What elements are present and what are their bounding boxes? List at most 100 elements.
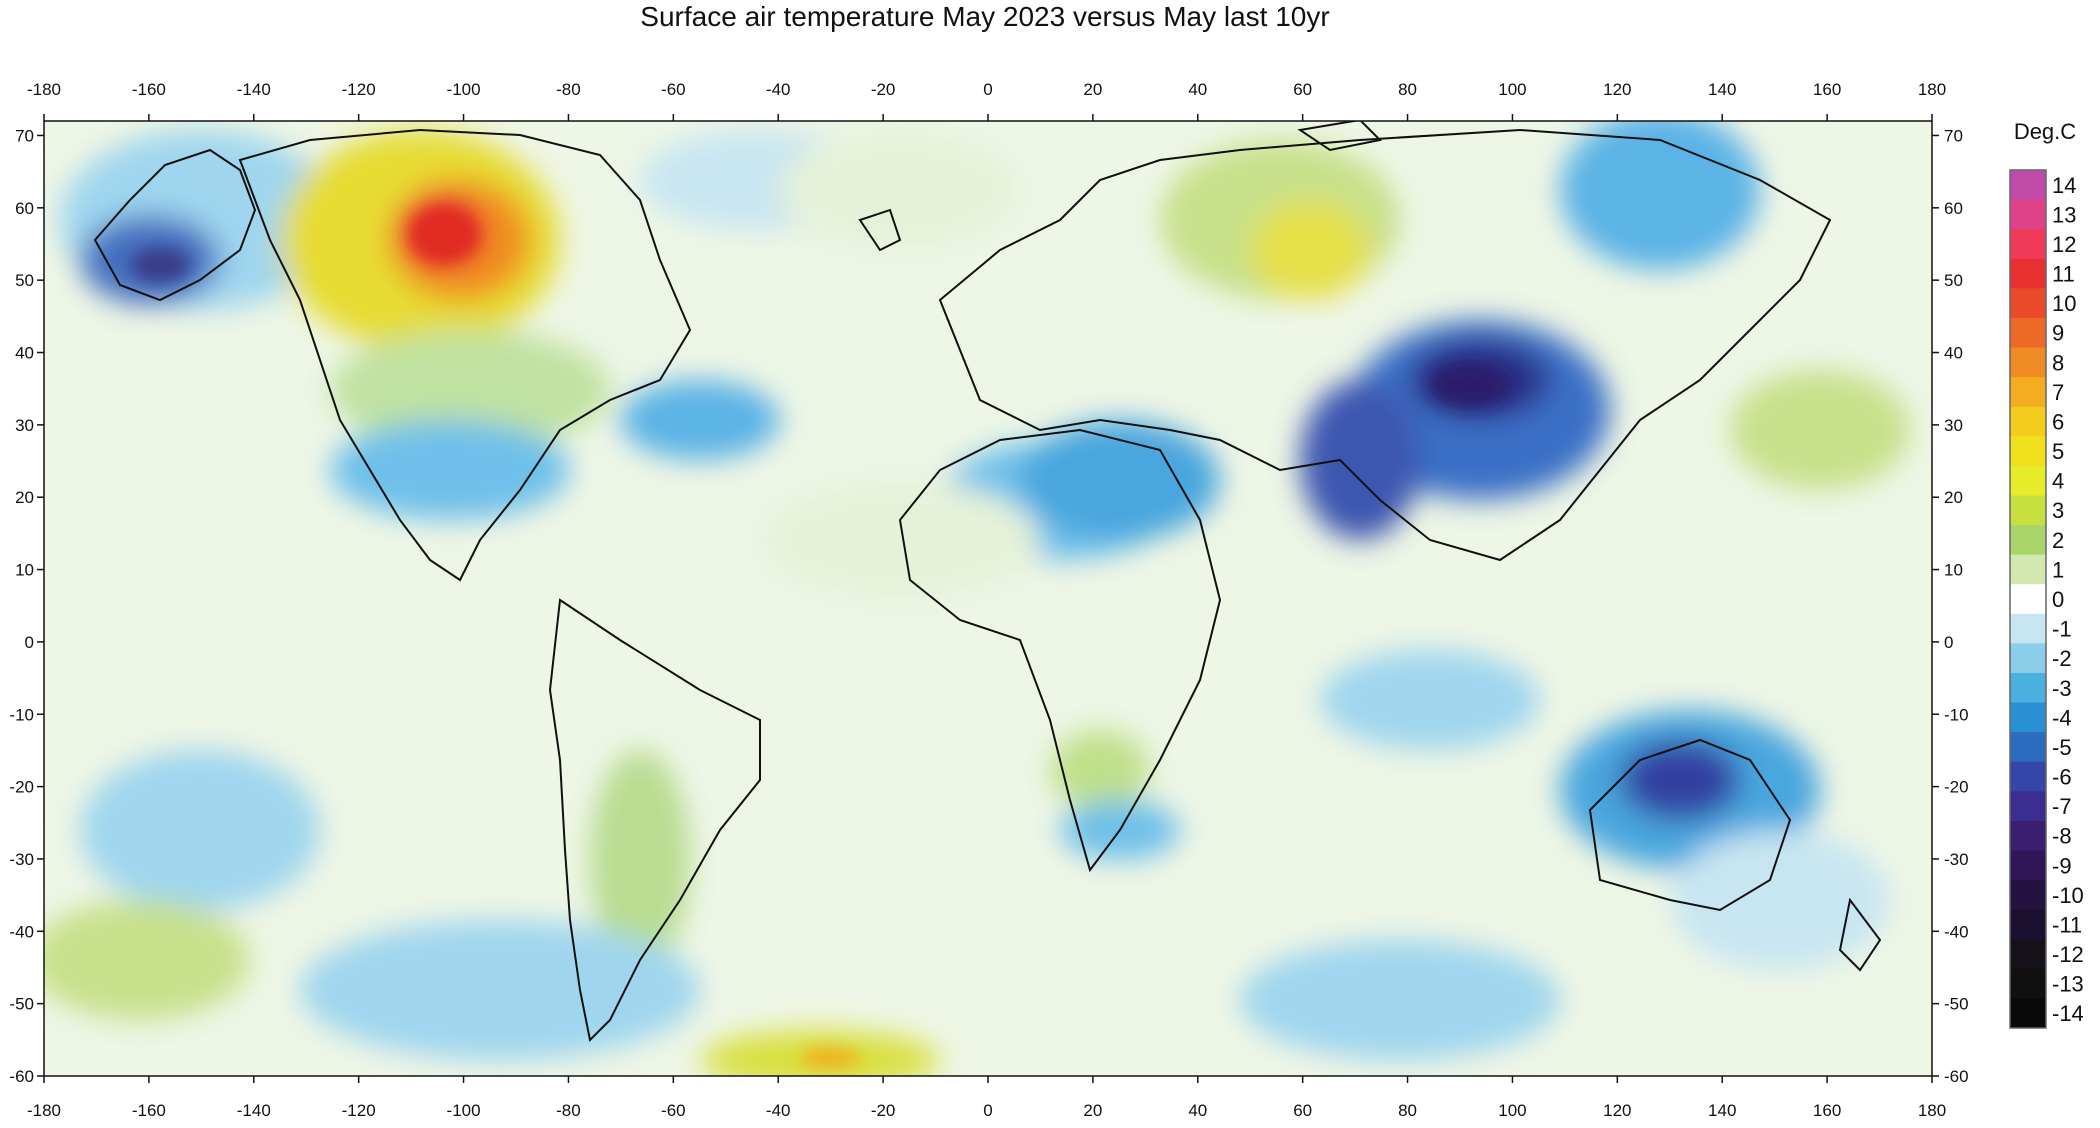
colorbar-tick-label: 7 xyxy=(2052,380,2064,405)
x-tick-label-top: 80 xyxy=(1398,80,1417,99)
colorbar-segment xyxy=(2010,258,2046,289)
x-tick-label-bottom: 40 xyxy=(1188,1101,1207,1120)
x-tick-label-top: 120 xyxy=(1603,80,1631,99)
x-tick-label-bottom: 0 xyxy=(983,1101,992,1120)
colorbar-tick-label: 1 xyxy=(2052,557,2064,582)
x-tick-label-top: -160 xyxy=(132,80,166,99)
chart-title: Surface air temperature May 2023 versus … xyxy=(640,1,1330,32)
y-tick-label-left: 60 xyxy=(15,199,34,218)
x-tick-label-top: 40 xyxy=(1188,80,1207,99)
x-tick-label-bottom: -40 xyxy=(766,1101,791,1120)
x-tick-label-bottom: 60 xyxy=(1293,1101,1312,1120)
colorbar-unit-label: Deg.C xyxy=(2014,119,2076,144)
colorbar-segment xyxy=(2010,761,2046,792)
y-tick-label-left: 70 xyxy=(15,126,34,145)
colorbar-tick-label: 6 xyxy=(2052,409,2064,434)
warm-core-layer xyxy=(130,207,1510,1068)
colorbar-segment xyxy=(2010,643,2046,674)
x-tick-label-bottom: 120 xyxy=(1603,1101,1631,1120)
x-tick-label-top: -20 xyxy=(871,80,896,99)
y-tick-label-left: 20 xyxy=(15,488,34,507)
colorbar-segment xyxy=(2010,909,2046,940)
y-tick-label-left: -10 xyxy=(9,705,34,724)
y-tick-label-left: -30 xyxy=(9,850,34,869)
x-tick-label-bottom: 140 xyxy=(1708,1101,1736,1120)
colorbar-tick-label: 13 xyxy=(2052,202,2076,227)
y-tick-label-right: 40 xyxy=(1944,344,1963,363)
y-tick-label-left: 10 xyxy=(15,561,34,580)
y-tick-label-right: -30 xyxy=(1944,850,1969,869)
colorbar-tick-label: -5 xyxy=(2052,735,2072,760)
map-plot-area xyxy=(44,121,1932,1076)
y-tick-label-right: -40 xyxy=(1944,922,1969,941)
colorbar-tick-label: -1 xyxy=(2052,617,2072,642)
colorbar-tick-label: 3 xyxy=(2052,498,2064,523)
x-tick-label-bottom: -120 xyxy=(342,1101,376,1120)
colorbar-segment xyxy=(2010,791,2046,822)
y-tick-label-right: 50 xyxy=(1944,271,1963,290)
colorbar-frame xyxy=(2009,169,2047,1029)
colorbar-tick-label: 0 xyxy=(2052,587,2064,612)
y-tick-label-right: 10 xyxy=(1944,561,1963,580)
colorbar-tick-label: 5 xyxy=(2052,439,2064,464)
colorbar-tick-label: -14 xyxy=(2052,1001,2084,1026)
x-tick-label-bottom: 80 xyxy=(1398,1101,1417,1120)
x-tick-label-top: -100 xyxy=(447,80,481,99)
colorbar-segment xyxy=(2010,554,2046,585)
colorbar-labels: 14131211109876543210-1-2-3-4-5-6-7-8-9-1… xyxy=(2052,173,2084,1026)
colorbar-segment xyxy=(2010,672,2046,704)
coastlines xyxy=(93,121,1882,1043)
colorbar-tick-label: -10 xyxy=(2052,883,2084,908)
colorbar-segment xyxy=(2010,199,2046,230)
x-tick-label-top: -120 xyxy=(342,80,376,99)
colorbar-tick-label: -6 xyxy=(2052,765,2072,790)
x-tick-label-bottom: -180 xyxy=(27,1101,61,1120)
colorbar-tick-label: -2 xyxy=(2052,646,2072,671)
x-tick-label-bottom: -60 xyxy=(661,1101,686,1120)
colorbar-tick-label: 8 xyxy=(2052,350,2064,375)
colorbar-tick-label: 9 xyxy=(2052,321,2064,346)
colorbar-segment xyxy=(2010,998,2046,1029)
colorbar-segment xyxy=(2010,377,2046,408)
colorbar-segment xyxy=(2010,170,2046,201)
x-tick-label-bottom: 180 xyxy=(1918,1101,1946,1120)
colorbar-segment xyxy=(2010,288,2046,319)
colorbar-segment xyxy=(2010,880,2046,911)
colorbar xyxy=(2009,169,2047,1029)
colorbar-tick-label: -4 xyxy=(2052,705,2072,730)
x-tick-label-top: 160 xyxy=(1813,80,1841,99)
x-tick-label-bottom: 160 xyxy=(1813,1101,1841,1120)
x-tick-label-bottom: 20 xyxy=(1083,1101,1102,1120)
x-tick-label-top: 100 xyxy=(1498,80,1526,99)
x-tick-label-bottom: -20 xyxy=(871,1101,896,1120)
colorbar-segment xyxy=(2010,939,2046,970)
colorbar-tick-label: -8 xyxy=(2052,824,2072,849)
x-tick-label-top: -180 xyxy=(27,80,61,99)
y-tick-label-right: 60 xyxy=(1944,199,1963,218)
colorbar-tick-label: 2 xyxy=(2052,528,2064,553)
colorbar-segment xyxy=(2010,406,2046,437)
colorbar-segment xyxy=(2010,436,2046,467)
colorbar-segment xyxy=(2010,584,2046,615)
y-tick-label-left: 0 xyxy=(25,633,34,652)
x-tick-label-top: 140 xyxy=(1708,80,1736,99)
colorbar-segment xyxy=(2010,495,2046,526)
y-tick-label-left: 30 xyxy=(15,416,34,435)
x-axis-top: -180 -160 -140 -120 -100 -80 -60 -40 -20 0 20 40 60 8… xyxy=(27,80,1946,121)
colorbar-tick-label: -12 xyxy=(2052,942,2084,967)
y-tick-label-left: -40 xyxy=(9,922,34,941)
y-tick-label-right: 0 xyxy=(1944,633,1953,652)
x-tick-label-top: 20 xyxy=(1083,80,1102,99)
x-tick-label-bottom: 100 xyxy=(1498,1101,1526,1120)
colorbar-tick-label: 14 xyxy=(2052,173,2076,198)
x-tick-label-bottom: -100 xyxy=(447,1101,481,1120)
x-tick-label-top: 180 xyxy=(1918,80,1946,99)
colorbar-segment xyxy=(2010,702,2046,733)
y-tick-label-left: 50 xyxy=(15,271,34,290)
colorbar-tick-label: -9 xyxy=(2052,853,2072,878)
y-tick-label-right: 30 xyxy=(1944,416,1963,435)
y-axis-right: 70 60 50 40 30 20 10 0 -10 -20 -30 -40 -50 -60 xyxy=(1932,126,1969,1086)
x-tick-label-bottom: -160 xyxy=(132,1101,166,1120)
y-tick-label-right: -10 xyxy=(1944,705,1969,724)
